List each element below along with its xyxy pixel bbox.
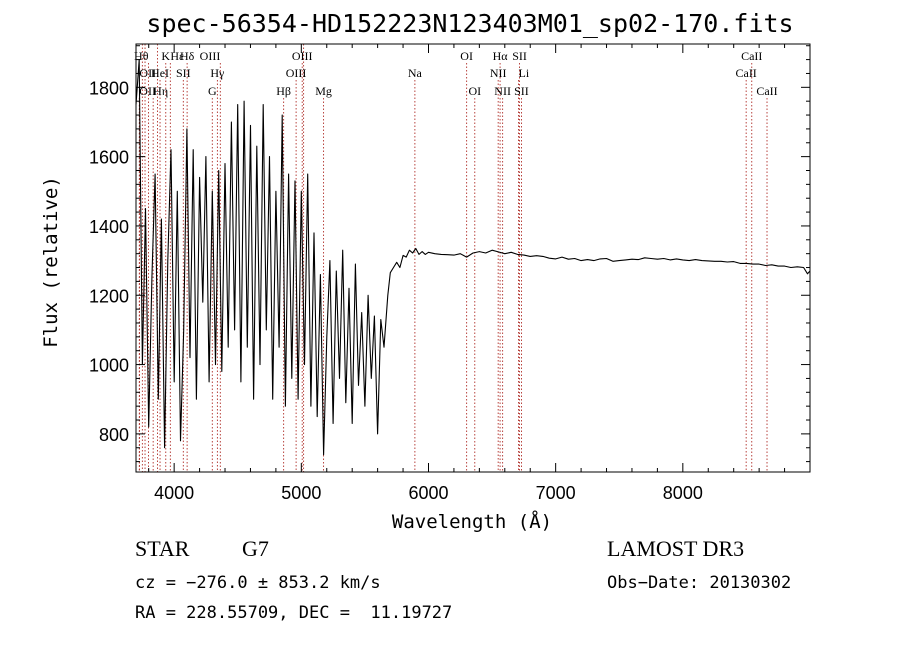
line-label-20: G xyxy=(208,84,217,98)
observation-date-label: Obs−Date: 20130302 xyxy=(607,573,792,593)
line-label-3: Hδ xyxy=(180,49,195,63)
x-tick-label-7000: 7000 xyxy=(536,483,576,503)
spectral-subclass-label: G7 xyxy=(242,536,269,561)
line-label-21: Hβ xyxy=(276,84,291,98)
y-tick-label-1000: 1000 xyxy=(89,356,129,376)
line-label-17: CaII xyxy=(735,66,756,80)
line-label-22: Mg xyxy=(315,84,332,98)
y-tick-label-1800: 1800 xyxy=(89,78,129,98)
y-tick-label-1400: 1400 xyxy=(89,217,129,237)
line-label-9: CaII xyxy=(741,49,762,63)
line-label-12: SII xyxy=(176,66,191,80)
flux-series-line xyxy=(135,59,811,456)
line-label-14: OIII xyxy=(286,66,307,80)
chart-title: spec-56354-HD152223N123403M01_sp02-170.f… xyxy=(146,9,793,38)
line-label-19: Hη xyxy=(153,84,168,98)
x-tick-label-4000: 4000 xyxy=(154,483,194,503)
x-tick-label-5000: 5000 xyxy=(281,483,321,503)
x-tick-label-6000: 6000 xyxy=(408,483,448,503)
line-label-6: OI xyxy=(460,49,473,63)
y-axis-label: Flux (relative) xyxy=(40,176,62,348)
y-tick-label-1200: 1200 xyxy=(89,286,129,306)
y-tick-label-1600: 1600 xyxy=(89,148,129,168)
line-label-27: CaII xyxy=(756,84,777,98)
line-label-5: OIII xyxy=(292,49,313,63)
x-axis-label: Wavelength (Å) xyxy=(392,510,552,533)
redshift-velocity-label: cz = −276.0 ± 853.2 km/s xyxy=(135,573,381,593)
line-label-8: SII xyxy=(512,49,527,63)
plot-frame xyxy=(135,43,811,473)
line-label-13: Hγ xyxy=(210,66,225,80)
y-tick-label-800: 800 xyxy=(99,425,129,445)
line-label-11: HeI xyxy=(151,66,169,80)
line-label-4: OIII xyxy=(200,49,221,63)
line-label-1: K xyxy=(161,49,170,63)
line-label-25: NII xyxy=(494,84,511,98)
line-label-26: SII xyxy=(514,84,529,98)
line-label-7: Hα xyxy=(493,49,509,63)
object-type-label: STAR xyxy=(135,536,190,561)
y-axis: 800 1000 1200 1400 1600 1800 xyxy=(89,45,810,463)
line-label-24: OI xyxy=(468,84,481,98)
line-label-23: Na xyxy=(408,66,423,80)
x-axis: 4000 5000 6000 7000 8000 xyxy=(148,44,811,503)
survey-label: LAMOST DR3 xyxy=(607,536,745,561)
line-label-10: OII xyxy=(139,66,156,80)
line-label-15: NII xyxy=(490,66,507,80)
x-tick-label-8000: 8000 xyxy=(663,483,703,503)
line-label-16: Li xyxy=(519,66,530,80)
coordinates-label: RA = 228.55709, DEC = 11.19727 xyxy=(135,603,453,623)
